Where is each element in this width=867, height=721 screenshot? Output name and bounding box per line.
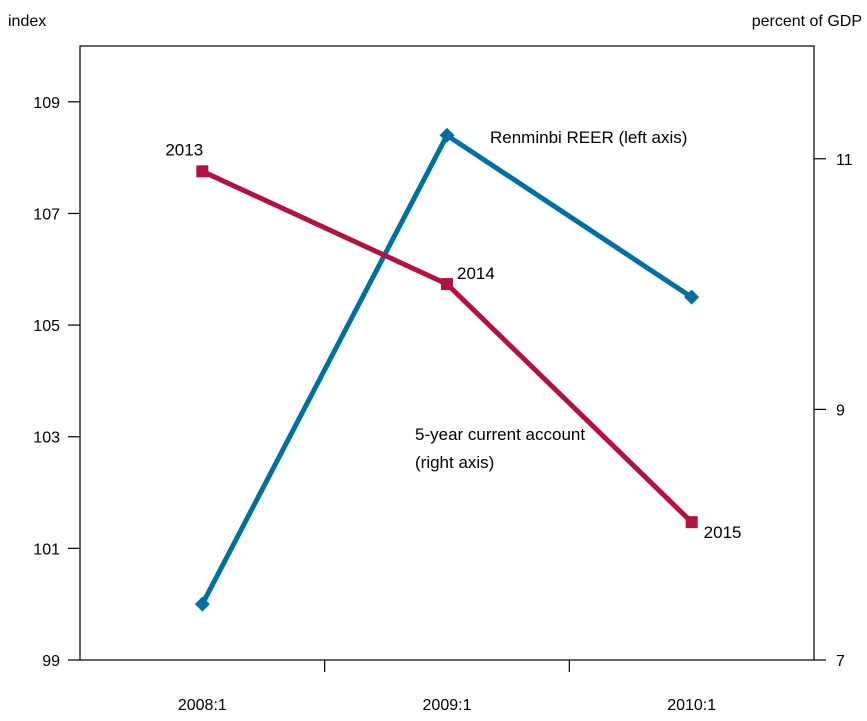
x-tick-label: 2008:1 bbox=[178, 697, 227, 714]
y-right-tick-label: 11 bbox=[836, 152, 853, 169]
y-left-tick-label: 105 bbox=[33, 318, 60, 335]
x-tick-label: 2010:1 bbox=[667, 697, 716, 714]
point-label: 2015 bbox=[704, 523, 742, 542]
point-label: 2013 bbox=[165, 140, 203, 159]
y-left-axis-title: index bbox=[8, 13, 46, 30]
series-1: 2013 2014 2015 bbox=[165, 140, 741, 542]
series-0 bbox=[194, 127, 700, 612]
series-point bbox=[684, 289, 700, 305]
x-tick-label: 2009:1 bbox=[423, 697, 472, 714]
reer-series-label: Renminbi REER (left axis) bbox=[490, 128, 687, 147]
series-point bbox=[441, 278, 453, 291]
y-right-tick-label: 9 bbox=[836, 402, 845, 419]
y-right-tick-label: 7 bbox=[836, 653, 845, 670]
x-axis: 2008:1 2009:1 2010:1 bbox=[178, 660, 716, 714]
ca-series-label-line2: (right axis) bbox=[415, 453, 494, 472]
series-point bbox=[439, 127, 455, 143]
point-label: 2014 bbox=[457, 264, 495, 283]
series-point bbox=[196, 165, 209, 178]
y-left-tick-label: 99 bbox=[42, 653, 60, 670]
y-left-axis: 99 101 103 105 107 109 bbox=[33, 95, 80, 670]
series-layer: 2013 2014 2015 bbox=[165, 127, 741, 612]
y-left-tick-label: 101 bbox=[33, 541, 60, 558]
ca-series-label-line1: 5-year current account bbox=[415, 425, 585, 444]
series-point bbox=[194, 596, 210, 612]
series-point bbox=[685, 516, 698, 529]
y-right-axis-title: percent of GDP bbox=[752, 13, 862, 30]
y-left-tick-label: 109 bbox=[33, 95, 60, 112]
y-left-tick-label: 103 bbox=[33, 430, 60, 447]
y-left-tick-label: 107 bbox=[33, 206, 60, 223]
plot-frame bbox=[79, 45, 815, 661]
y-right-axis: 7 9 11 bbox=[814, 152, 853, 670]
